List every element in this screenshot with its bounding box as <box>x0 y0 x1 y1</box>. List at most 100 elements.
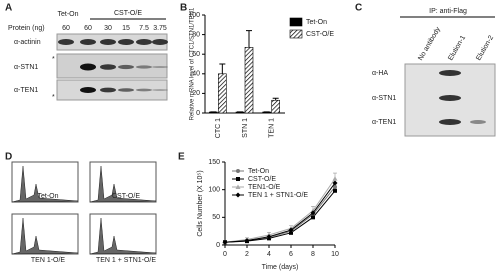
y-tick-label: 40 <box>192 71 200 78</box>
band <box>118 39 134 45</box>
band <box>136 39 152 45</box>
error-bar <box>219 63 226 74</box>
panel-label: A <box>5 3 12 14</box>
y-tick-label: 100 <box>208 187 220 194</box>
label: Protein (ng) <box>8 25 45 32</box>
y-tick-label: 20 <box>192 90 200 97</box>
band <box>100 64 116 70</box>
row-label: α-TEN1 <box>14 87 38 94</box>
bar <box>244 47 254 114</box>
panel-label: B <box>180 3 187 14</box>
x-tick-label: TEN 1 <box>269 118 276 138</box>
x-tick-label: STN 1 <box>242 118 249 138</box>
label: Tet-On <box>57 11 78 18</box>
panel-label: E <box>178 152 185 163</box>
marker <box>236 169 240 173</box>
panel-label: C <box>355 3 362 14</box>
histogram-frame <box>11 213 79 255</box>
label: Tet-On <box>37 193 58 200</box>
label: Elution-2 <box>475 34 495 62</box>
label: 3.75 <box>153 25 167 32</box>
marker <box>332 180 338 186</box>
histogram-frame <box>89 213 157 255</box>
label: No antibody <box>417 26 442 62</box>
marker <box>311 215 315 220</box>
band <box>80 87 96 93</box>
y-tick-label: 150 <box>208 159 220 166</box>
y-tick-label: 50 <box>212 214 220 221</box>
histogram <box>11 165 79 203</box>
label: 60 <box>84 25 92 32</box>
legend-label: TEN1-O/E <box>248 184 281 191</box>
x-axis-label: Time (days) <box>262 264 299 271</box>
marker <box>222 239 228 245</box>
band <box>58 39 74 45</box>
legend-label: Tet-On <box>306 19 327 26</box>
y-tick-label: 60 <box>192 51 200 58</box>
band <box>439 119 461 125</box>
line <box>224 178 336 243</box>
x-tick-label: CTC 1 <box>215 118 222 138</box>
marker <box>235 184 241 189</box>
x-tick-label: 2 <box>245 251 249 258</box>
marker <box>333 184 337 189</box>
label: * <box>52 94 55 101</box>
legend-swatch <box>289 17 303 27</box>
marker <box>235 192 241 198</box>
band <box>470 120 486 124</box>
y-tick-label: 80 <box>192 31 200 38</box>
band <box>118 64 134 70</box>
line <box>224 182 336 243</box>
y-tick-label: 0 <box>196 110 200 117</box>
row-label: α-HA <box>372 70 388 77</box>
x-tick-label: 4 <box>267 251 271 258</box>
x-tick-label: 8 <box>311 251 315 258</box>
band <box>118 88 134 92</box>
histogram <box>89 165 157 203</box>
marker <box>289 230 293 235</box>
row-label: α-STN1 <box>372 95 396 102</box>
bar <box>218 73 227 114</box>
y-tick-label: 100 <box>188 12 200 19</box>
bar <box>271 99 280 114</box>
x-tick-label: 6 <box>289 251 293 258</box>
label: CST-O/E <box>114 10 142 17</box>
histogram <box>11 217 79 255</box>
error-bar <box>246 30 252 48</box>
band <box>152 89 168 91</box>
label: Elution-1 <box>447 34 467 62</box>
label: 60 <box>62 25 70 32</box>
marker <box>244 238 250 244</box>
legend-label: TEN 1 + STN1-O/E <box>248 192 308 199</box>
marker <box>332 176 338 181</box>
band <box>100 87 116 93</box>
x-tick-label: 0 <box>223 251 227 258</box>
histogram-frame <box>11 161 79 203</box>
band <box>136 65 152 69</box>
label: 30 <box>104 25 112 32</box>
x-tick-label: 10 <box>331 251 339 258</box>
y-axis-label: Relative mRNA level of CTC1/STN1/TEN1 <box>190 7 196 120</box>
band <box>439 70 461 76</box>
panel-label: D <box>5 152 12 163</box>
band <box>152 65 168 69</box>
label: CST-O/E <box>112 193 140 200</box>
histogram <box>89 217 157 255</box>
band <box>100 39 116 45</box>
y-tick-label: 0 <box>216 242 220 249</box>
marker <box>236 177 240 181</box>
band <box>80 39 96 45</box>
label: TEN 1-O/E <box>31 257 66 264</box>
row-label: α-actinin <box>14 39 41 46</box>
marker <box>266 234 272 240</box>
label: * <box>52 56 55 63</box>
legend-label: CST-O/E <box>306 31 334 38</box>
error-bar <box>272 97 279 101</box>
band <box>439 95 461 101</box>
band <box>80 63 96 71</box>
row-label: α-TEN1 <box>372 119 396 126</box>
band <box>152 39 168 45</box>
label: IP: anti-Flag <box>429 8 467 15</box>
y-axis-label: Cells Number (X 10⁵) <box>197 170 204 236</box>
